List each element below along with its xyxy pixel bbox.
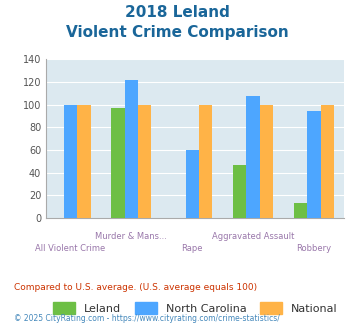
- Text: All Violent Crime: All Violent Crime: [36, 244, 106, 253]
- Text: 2018 Leland: 2018 Leland: [125, 5, 230, 20]
- Bar: [294, 203, 307, 218]
- Bar: [64, 105, 77, 218]
- Bar: [111, 108, 125, 218]
- Text: Compared to U.S. average. (U.S. average equals 100): Compared to U.S. average. (U.S. average …: [14, 283, 257, 292]
- Bar: [199, 105, 212, 218]
- Text: Robbery: Robbery: [296, 244, 332, 253]
- Legend: Leland, North Carolina, National: Leland, North Carolina, National: [49, 298, 342, 318]
- Text: Murder & Mans...: Murder & Mans...: [95, 232, 167, 241]
- Text: Violent Crime Comparison: Violent Crime Comparison: [66, 25, 289, 40]
- Bar: [246, 96, 260, 218]
- Bar: [260, 105, 273, 218]
- Bar: [125, 80, 138, 218]
- Text: Rape: Rape: [181, 244, 203, 253]
- Text: Aggravated Assault: Aggravated Assault: [212, 232, 294, 241]
- Bar: [233, 165, 246, 218]
- Bar: [321, 105, 334, 218]
- Text: © 2025 CityRating.com - https://www.cityrating.com/crime-statistics/: © 2025 CityRating.com - https://www.city…: [14, 314, 280, 323]
- Bar: [307, 112, 321, 218]
- Bar: [138, 105, 152, 218]
- Bar: [186, 150, 199, 218]
- Bar: [77, 105, 91, 218]
